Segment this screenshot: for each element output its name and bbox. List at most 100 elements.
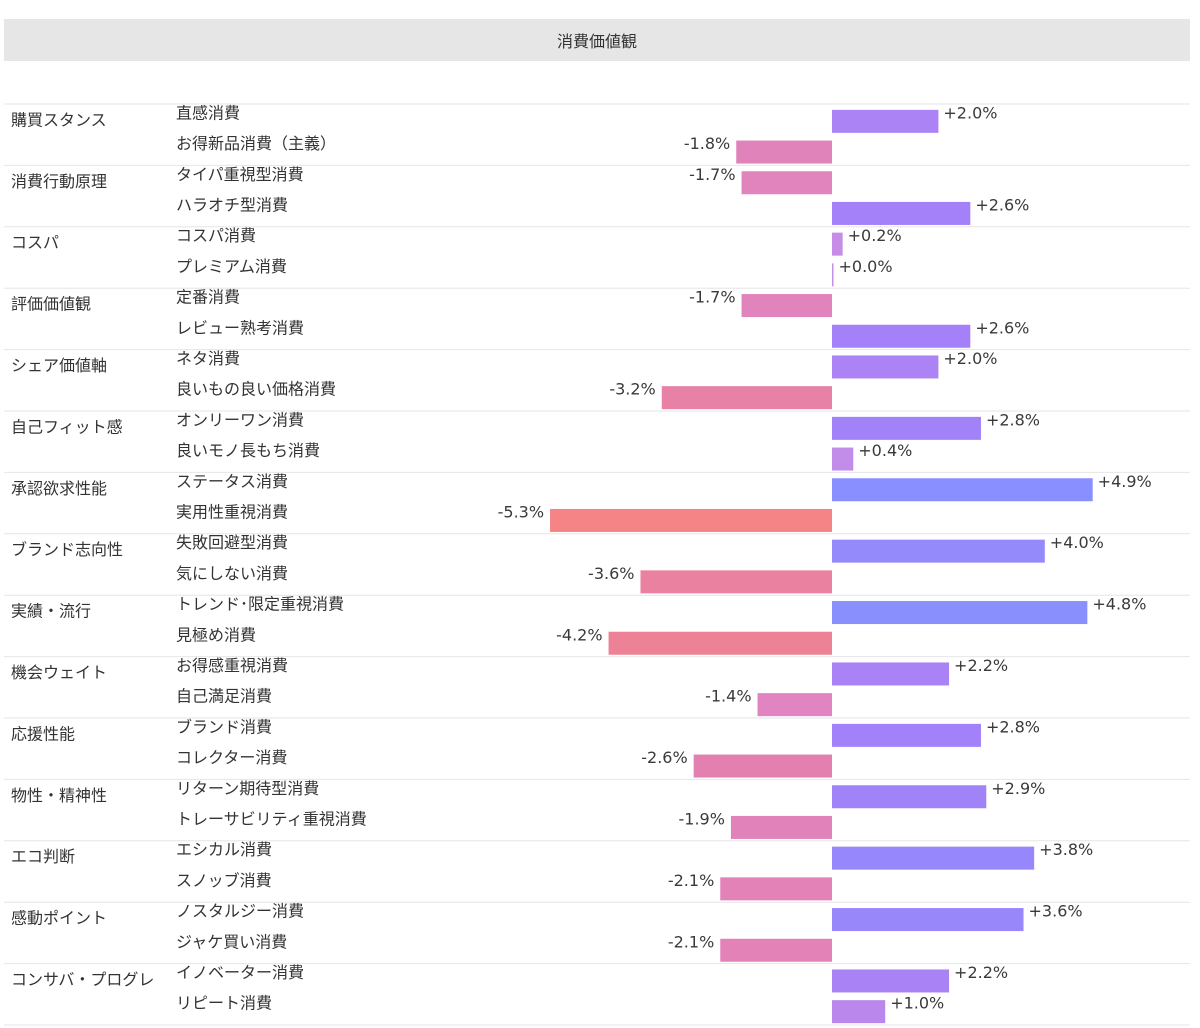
group-label: エコ判断 [11, 847, 75, 866]
item-label: ジャケ買い消費 [176, 932, 287, 951]
item-label: ブランド消費 [176, 717, 272, 736]
item-label: リピート消費 [176, 994, 272, 1013]
item-label: ノスタルジー消費 [176, 902, 304, 921]
item-label: エシカル消費 [176, 840, 272, 859]
chart-title-bar: 消費価値観 [4, 19, 1190, 61]
value-label: -3.6% [588, 564, 634, 583]
bar-positive [832, 908, 1024, 932]
bar-negative [640, 570, 832, 594]
item-label: 気にしない消費 [176, 564, 288, 583]
value-label: +4.0% [1050, 533, 1104, 552]
bar-positive [832, 723, 981, 747]
item-label: コレクター消費 [176, 748, 287, 767]
bar-positive [832, 355, 939, 379]
item-label: 見極め消費 [176, 625, 256, 644]
value-label: +4.8% [1092, 595, 1146, 614]
value-label: +3.8% [1039, 840, 1093, 859]
group-label: 評価価値観 [11, 295, 91, 314]
bar-positive [832, 263, 834, 287]
value-label: +4.9% [1098, 472, 1152, 491]
bar-negative [693, 754, 832, 778]
item-label: トレーサビリティ重視消費 [176, 809, 367, 828]
item-label: レビュー熟考消費 [176, 318, 304, 337]
value-label: +2.8% [986, 410, 1040, 429]
bar-positive [832, 478, 1093, 502]
item-label: ハラオチ型消費 [176, 195, 288, 214]
group-label: 自己フィット感 [11, 417, 123, 436]
value-label: -1.9% [678, 809, 724, 828]
bar-positive [832, 539, 1045, 563]
group-label: シェア価値軸 [11, 356, 107, 375]
chart-title: 消費価値観 [556, 32, 637, 51]
item-label: トレンド･限定重視消費 [176, 595, 344, 614]
item-label: 実用性重視消費 [176, 502, 288, 521]
item-label: ネタ消費 [176, 349, 240, 368]
item-label: オンリーワン消費 [176, 410, 304, 429]
item-label: 直感消費 [176, 103, 240, 122]
group-label: コンサバ・プログレ [11, 970, 154, 989]
bar-negative [720, 938, 832, 962]
bar-positive [832, 785, 987, 809]
value-label: +2.2% [954, 963, 1008, 982]
value-label: +2.0% [943, 349, 997, 368]
group-label: 消費行動原理 [11, 172, 107, 191]
item-label: スノッブ消費 [176, 871, 272, 890]
value-label: -5.3% [498, 502, 544, 521]
bar-positive [832, 662, 950, 686]
bar-negative [741, 171, 832, 195]
bar-positive [832, 447, 854, 471]
value-label: -3.2% [609, 380, 655, 399]
bar-negative [730, 815, 832, 839]
value-label: -4.2% [556, 625, 602, 644]
item-label: お得新品消費（主義） [176, 134, 336, 153]
value-label: +2.0% [943, 103, 997, 122]
bar-positive [832, 201, 971, 225]
item-label: 良いもの良い価格消費 [176, 380, 336, 399]
bar-negative [608, 631, 832, 655]
group-label: 購買スタンス [11, 110, 107, 129]
value-label: +0.4% [858, 441, 912, 460]
value-label: +3.6% [1029, 902, 1083, 921]
value-label: +2.6% [975, 318, 1029, 337]
value-label: +0.0% [839, 257, 893, 276]
group-label: コスパ [11, 233, 59, 252]
group-label: 実績・流行 [11, 602, 91, 621]
group-label: 感動ポイント [11, 909, 107, 928]
item-label: ステータス消費 [176, 472, 288, 491]
bar-negative [550, 508, 832, 532]
value-label: +0.2% [848, 226, 902, 245]
group-label: 承認欲求性能 [11, 479, 107, 498]
item-label: プレミアム消費 [176, 257, 287, 276]
value-label: -1.8% [684, 134, 730, 153]
bar-negative [741, 294, 832, 318]
bar-negative [736, 140, 832, 164]
item-label: タイパ重視型消費 [176, 165, 304, 184]
value-label: -1.4% [705, 687, 751, 706]
item-label: イノベーター消費 [176, 963, 304, 982]
value-label: -2.6% [641, 748, 687, 767]
bar-positive [832, 969, 950, 993]
item-label: 自己満足消費 [176, 687, 272, 706]
value-label: -1.7% [689, 165, 735, 184]
bar-negative [757, 693, 832, 717]
group-label: 機会ウェイト [11, 663, 107, 682]
value-label: -2.1% [668, 932, 714, 951]
bar-negative [661, 386, 832, 410]
bar-positive [832, 601, 1088, 625]
item-label: 良いモノ長もち消費 [176, 441, 320, 460]
item-label: 定番消費 [176, 288, 240, 307]
bar-negative [720, 877, 832, 901]
item-label: お得感重視消費 [176, 656, 288, 675]
value-label: +2.8% [986, 717, 1040, 736]
bar-positive [832, 846, 1035, 870]
bar-positive [832, 324, 971, 348]
bar-positive [832, 232, 843, 256]
group-label: 応援性能 [11, 724, 75, 743]
bar-positive [832, 1000, 886, 1024]
bar-positive [832, 416, 981, 440]
bar-positive [832, 109, 939, 133]
item-label: 失敗回避型消費 [176, 533, 288, 552]
value-label: +2.9% [991, 779, 1045, 798]
group-label: 物性・精神性 [11, 786, 107, 805]
